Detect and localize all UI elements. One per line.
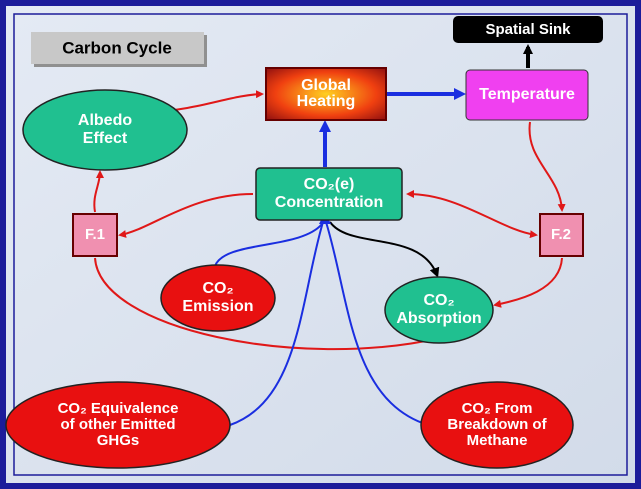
label-line: Spatial Sink (485, 21, 571, 38)
title-box (31, 32, 204, 64)
node-label: CO₂ Absorption (396, 292, 481, 327)
node-concentration (255, 167, 403, 221)
arrow (118, 193, 254, 238)
label-line: Global (301, 77, 351, 94)
label-line: CO₂ From (462, 400, 533, 417)
arrow (528, 121, 566, 212)
label-line: F.1 (85, 226, 105, 243)
node-f1 (72, 213, 118, 257)
node-emission (160, 264, 276, 332)
node-label: F.2 (551, 226, 571, 243)
label-line: Temperature (479, 86, 575, 103)
node-methane (420, 381, 574, 469)
label-line: Methane (467, 432, 528, 449)
label-line: CO₂ (423, 292, 454, 309)
node-label: CO₂ From Breakdown of Methane (447, 400, 547, 449)
label-line: CO₂ (202, 280, 233, 297)
label-line: Effect (83, 130, 128, 147)
node-f2 (539, 213, 584, 257)
arrow (493, 257, 563, 308)
node-label: CO₂ Equivalence of other Emitted GHGs (58, 400, 179, 449)
node-label: CO₂ Emission (182, 280, 253, 315)
label-line: Albedo (78, 112, 132, 129)
label-line: CO₂ Equivalence (58, 400, 179, 417)
arrow (94, 257, 442, 351)
node-albedo (22, 89, 188, 171)
node-label: CO₂(e) Concentration (275, 176, 383, 211)
label-line: Heating (297, 93, 356, 110)
node-label: F.1 (85, 226, 105, 243)
arrows (93, 44, 566, 426)
arrow (406, 190, 538, 239)
label-line: GHGs (97, 432, 140, 449)
node-temperature (465, 69, 589, 121)
labels: Spatial Sink Global Heating Temperature Albe… (58, 21, 575, 449)
node-heating (265, 67, 387, 121)
node-absorption (384, 276, 494, 344)
node-label: Spatial Sink (485, 21, 571, 38)
inner-border (13, 13, 628, 476)
label-line: Emission (182, 298, 253, 315)
arrow (229, 221, 324, 426)
node-sink (453, 16, 603, 43)
label-line: of other Emitted (61, 416, 176, 433)
label-line: Breakdown of (447, 416, 547, 433)
label-line: Absorption (396, 310, 481, 327)
label-line: Concentration (275, 194, 383, 211)
arrow (325, 221, 429, 426)
label-line: CO₂(e) (304, 176, 355, 193)
node-label: Global Heating (297, 77, 356, 110)
node-label: Temperature (479, 86, 575, 103)
arrow (329, 221, 440, 278)
title: Carbon Cycle (62, 38, 172, 57)
label-line: F.2 (551, 226, 571, 243)
node-label: Albedo Effect (78, 112, 132, 147)
node-equivalence (5, 381, 231, 469)
arrow (93, 170, 104, 213)
arrow (214, 223, 323, 267)
